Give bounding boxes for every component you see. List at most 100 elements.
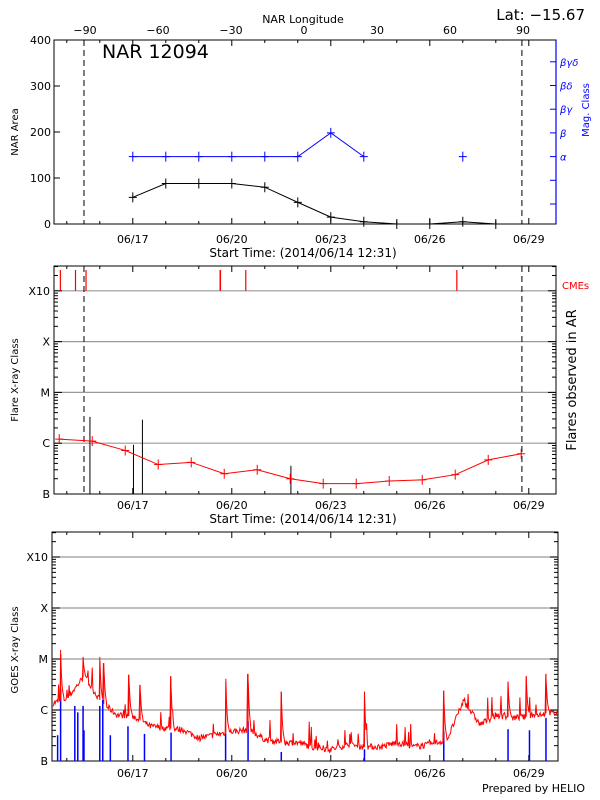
x-axis-title-2: Start Time: (2014/06/14 12:31) <box>209 512 396 526</box>
daily-level-point <box>154 459 163 470</box>
top-x-tick-label: −90 <box>73 24 96 37</box>
x-tick-label: 06/29 <box>513 233 545 246</box>
cme-label: CMEs <box>562 281 589 292</box>
y-tick-label: B <box>42 488 50 501</box>
mag-class-label: βγ <box>559 105 573 116</box>
mag-class-point <box>194 151 203 162</box>
goes-panel: GOES X-ray Class Prepared by HELIO B C M X X… <box>10 531 585 795</box>
x-tick-label: 06/17 <box>117 767 149 780</box>
top-x-tick-label: 60 <box>443 24 457 37</box>
area-point <box>293 197 302 208</box>
y-tick-label: M <box>41 386 51 399</box>
credit-label: Prepared by HELIO <box>482 782 585 795</box>
area-point <box>227 178 236 189</box>
mag-class-label: β <box>559 129 567 140</box>
top-x-tick-label: 90 <box>516 24 530 37</box>
mag-class-line <box>132 132 365 158</box>
y-tick-label: B <box>40 755 48 768</box>
x-tick-label: 06/26 <box>414 499 446 512</box>
y-tick-label: 0 <box>44 218 51 231</box>
y-axis-title-area: NAR Area <box>10 108 21 155</box>
y-tick-label: C <box>40 704 48 717</box>
y-tick-label: C <box>42 437 50 450</box>
area-point <box>128 192 137 203</box>
x-tick-label: 06/20 <box>216 499 248 512</box>
area-point <box>260 182 269 193</box>
mag-class-point <box>260 151 269 162</box>
daily-level-point <box>286 473 295 484</box>
x-tick-label: 06/26 <box>414 767 446 780</box>
x-tick-label: 06/23 <box>315 767 347 780</box>
x-tick-label: 06/29 <box>513 499 545 512</box>
top-x-tick-label: −30 <box>219 24 242 37</box>
x-tick-label: 06/26 <box>414 233 446 246</box>
x-tick-label: 06/23 <box>315 499 347 512</box>
y2-axis-title-mag: Mag. Class <box>581 83 592 137</box>
daily-level-point <box>319 478 328 489</box>
daily-level-point <box>484 454 493 465</box>
y2-axis-title-flares-observed: Flares observed in AR <box>565 309 580 450</box>
area-point <box>194 178 203 189</box>
nar-area-panel: NAR 12094 NAR Longitude NAR Area Mag. Cl… <box>10 13 592 260</box>
x-tick-label: 06/17 <box>117 499 149 512</box>
area-point <box>392 219 401 229</box>
daily-level-point <box>517 448 526 459</box>
daily-level-point <box>451 469 460 480</box>
top-x-tick-label: 30 <box>370 24 384 37</box>
plot-frame <box>51 531 559 762</box>
mag-class-point <box>293 151 302 162</box>
daily-level-point <box>418 474 427 485</box>
latitude-label: Lat: −15.67 <box>496 6 585 24</box>
y-tick-label: X <box>42 336 50 349</box>
mag-class-point <box>161 151 170 162</box>
plot-frame <box>53 265 557 495</box>
x-tick-label: 06/23 <box>315 233 347 246</box>
flare-panel: Flare X-ray Class Flares observed in AR … <box>10 265 589 526</box>
daily-level-point <box>220 468 229 479</box>
mag-class-label: βδ <box>559 82 573 93</box>
mag-class-point <box>326 127 335 138</box>
x-tick-label: 06/17 <box>117 233 149 246</box>
area-line <box>132 183 496 225</box>
x-tick-label: 06/20 <box>216 767 248 780</box>
y-tick-label: X <box>40 602 48 615</box>
y-axis-title-goes: GOES X-ray Class <box>10 606 21 693</box>
daily-level-point <box>352 478 361 489</box>
y-tick-label: 300 <box>30 80 51 93</box>
y-tick-label: X10 <box>28 285 50 298</box>
mag-class-point <box>359 151 368 162</box>
daily-level-point <box>187 457 196 468</box>
top-x-tick-label: −60 <box>146 24 169 37</box>
mag-class-point <box>128 151 137 162</box>
mag-class-label: βγδ <box>559 58 578 69</box>
area-point <box>161 178 170 189</box>
y-tick-label: M <box>39 653 49 666</box>
area-point <box>491 219 500 229</box>
y-tick-label: 200 <box>30 126 51 139</box>
area-point <box>425 219 434 229</box>
daily-level-point <box>121 445 130 456</box>
x-tick-label: 06/29 <box>513 767 545 780</box>
y-tick-label: 100 <box>30 172 51 185</box>
daily-level-point <box>88 436 97 447</box>
mag-class-point <box>227 151 236 162</box>
area-point <box>359 216 368 227</box>
goes-long-flux-line <box>52 653 559 754</box>
area-point <box>458 216 467 227</box>
daily-level-point <box>253 464 262 475</box>
y-tick-label: 400 <box>30 34 51 47</box>
x-axis-title-1: Start Time: (2014/06/14 12:31) <box>209 246 396 260</box>
area-point <box>326 212 335 223</box>
mag-class-label: α <box>560 153 567 164</box>
nar-title: NAR 12094 <box>102 41 209 63</box>
daily-level-point <box>55 434 64 445</box>
top-x-tick-label: 0 <box>301 24 308 37</box>
y-axis-title-flare: Flare X-ray Class <box>10 338 21 422</box>
y-tick-label: X10 <box>26 551 48 564</box>
top-axis-title: NAR Longitude <box>262 13 344 26</box>
plot-frame <box>53 39 557 225</box>
daily-level-point <box>385 476 394 487</box>
mag-class-point <box>458 151 467 162</box>
x-tick-label: 06/20 <box>216 233 248 246</box>
